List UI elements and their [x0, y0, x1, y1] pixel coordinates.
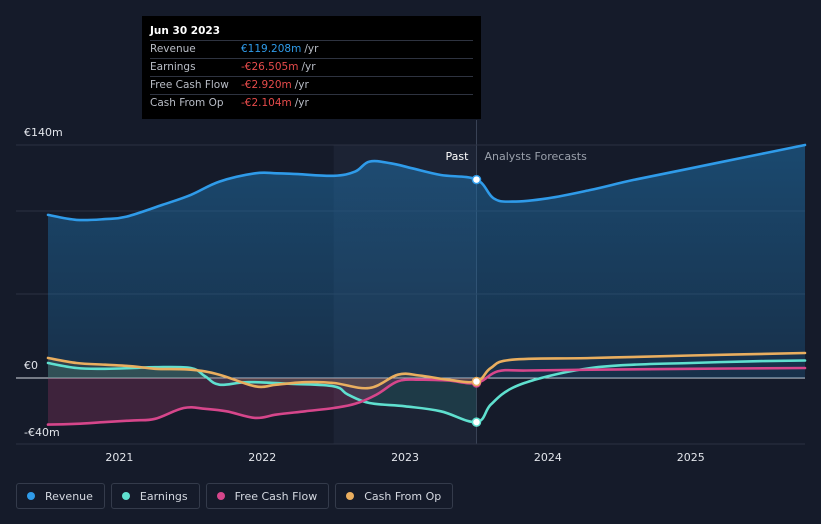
tooltip-row-revenue: Revenue €119.208m /yr — [150, 40, 473, 58]
earnings-area — [48, 363, 477, 423]
tooltip-value: -€2.104m — [241, 97, 292, 109]
tooltip-value: -€26.505m — [241, 61, 299, 73]
revenue-area — [48, 145, 805, 378]
x-tick-label: 2022 — [248, 451, 276, 464]
tooltip-value: -€2.920m — [241, 79, 292, 91]
legend-label: Cash From Op — [364, 489, 442, 503]
legend-item-cash-from-op[interactable]: Cash From Op — [335, 483, 454, 509]
legend-item-free-cash-flow[interactable]: Free Cash Flow — [205, 483, 330, 509]
y-tick-label: -€40m — [24, 426, 60, 439]
revenue-marker — [471, 174, 482, 185]
legend-label: Earnings — [139, 489, 188, 503]
earnings-line — [46, 359, 807, 424]
legend-item-earnings[interactable]: Earnings — [110, 483, 200, 509]
tooltip-row-cash-from-op: Cash From Op -€2.104m /yr — [150, 94, 473, 112]
x-tick-label: 2021 — [105, 451, 133, 464]
y-tick-label: €140m — [24, 126, 63, 139]
x-tick-label: 2023 — [391, 451, 419, 464]
forecast-label: Analysts Forecasts — [484, 150, 587, 163]
tooltip-value: €119.208m — [241, 43, 302, 55]
chart-legend: Revenue Earnings Free Cash Flow Cash Fro… — [16, 483, 454, 511]
y-tick-label: €0 — [24, 359, 38, 372]
x-tick-label: 2025 — [677, 451, 705, 464]
cash-from-op-area — [48, 358, 477, 389]
free-cash-flow-line — [46, 366, 807, 426]
tooltip-label: Cash From Op — [150, 97, 224, 109]
tooltip-unit: /yr — [301, 61, 316, 73]
tooltip-unit: /yr — [294, 97, 309, 109]
legend-dot-icon — [121, 492, 130, 500]
legend-dot-icon — [216, 492, 225, 500]
legend-item-revenue[interactable]: Revenue — [16, 483, 105, 509]
past-label: Past — [446, 150, 470, 163]
cash-from-op-line — [46, 351, 807, 390]
tooltip-label: Free Cash Flow — [150, 79, 229, 91]
legend-label: Revenue — [45, 489, 93, 503]
tooltip-unit: /yr — [304, 43, 319, 55]
legend-dot-icon — [346, 492, 355, 500]
revenue-line — [46, 143, 807, 222]
free-cash-flow-area — [48, 378, 477, 425]
tooltip-date: Jun 30 2023 — [150, 25, 221, 37]
tooltip-label: Revenue — [150, 43, 196, 55]
tooltip-row-earnings: Earnings -€26.505m /yr — [150, 58, 473, 76]
data-tooltip: Jun 30 2023 Revenue €119.208m /yr Earnin… — [142, 16, 481, 119]
tooltip-unit: /yr — [294, 79, 309, 91]
legend-dot-icon — [27, 492, 35, 500]
cash-from-op-marker — [471, 376, 482, 387]
x-tick-label: 2024 — [534, 451, 562, 464]
earnings-marker — [471, 417, 482, 427]
tooltip-row-free-cash-flow: Free Cash Flow -€2.920m /yr — [150, 76, 473, 94]
legend-label: Free Cash Flow — [234, 489, 318, 503]
tooltip-label: Earnings — [150, 61, 196, 73]
